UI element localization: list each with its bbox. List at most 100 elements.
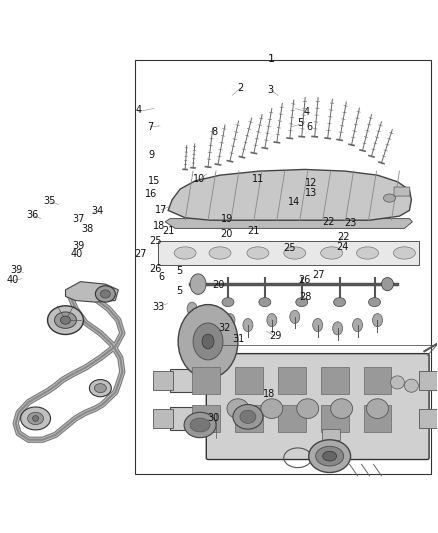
Text: 13: 13 bbox=[305, 188, 318, 198]
Text: 18: 18 bbox=[152, 221, 165, 231]
Ellipse shape bbox=[48, 306, 83, 335]
Ellipse shape bbox=[335, 500, 346, 507]
Bar bbox=[419, 372, 438, 390]
Text: 5: 5 bbox=[176, 266, 182, 276]
Text: 34: 34 bbox=[92, 206, 104, 216]
Ellipse shape bbox=[227, 399, 249, 418]
Text: 5: 5 bbox=[176, 286, 182, 295]
Text: 21: 21 bbox=[247, 225, 259, 236]
FancyBboxPatch shape bbox=[206, 353, 429, 459]
Polygon shape bbox=[208, 500, 397, 519]
Ellipse shape bbox=[334, 297, 346, 306]
Ellipse shape bbox=[247, 247, 269, 259]
Ellipse shape bbox=[60, 316, 71, 324]
Ellipse shape bbox=[309, 440, 350, 473]
Text: 20: 20 bbox=[212, 280, 224, 290]
Text: 26: 26 bbox=[149, 264, 162, 273]
Text: 7: 7 bbox=[147, 122, 153, 132]
Bar bbox=[419, 409, 438, 428]
FancyBboxPatch shape bbox=[394, 187, 410, 196]
Ellipse shape bbox=[219, 507, 231, 513]
Text: 31: 31 bbox=[233, 334, 245, 344]
Text: 27: 27 bbox=[134, 249, 147, 259]
Ellipse shape bbox=[190, 418, 210, 432]
Bar bbox=[192, 405, 220, 432]
Text: 6: 6 bbox=[158, 271, 164, 281]
Bar bbox=[135, 60, 431, 474]
Ellipse shape bbox=[248, 496, 260, 502]
Ellipse shape bbox=[331, 399, 353, 418]
Text: 22: 22 bbox=[322, 217, 334, 227]
Ellipse shape bbox=[393, 247, 415, 259]
Text: 15: 15 bbox=[148, 176, 161, 187]
Ellipse shape bbox=[316, 446, 343, 466]
Text: 2: 2 bbox=[237, 83, 243, 93]
Bar bbox=[235, 405, 263, 432]
Ellipse shape bbox=[95, 384, 106, 393]
Ellipse shape bbox=[248, 505, 260, 512]
Ellipse shape bbox=[335, 490, 346, 497]
Ellipse shape bbox=[100, 290, 110, 298]
Polygon shape bbox=[165, 219, 413, 229]
Ellipse shape bbox=[306, 492, 318, 499]
Ellipse shape bbox=[313, 319, 323, 332]
Ellipse shape bbox=[364, 489, 375, 496]
Text: 24: 24 bbox=[336, 242, 348, 252]
Text: 39: 39 bbox=[10, 265, 22, 275]
Text: 20: 20 bbox=[221, 229, 233, 239]
Ellipse shape bbox=[277, 494, 289, 500]
Text: 4: 4 bbox=[303, 107, 309, 117]
Text: 6: 6 bbox=[307, 122, 313, 132]
Ellipse shape bbox=[332, 322, 343, 335]
Text: 16: 16 bbox=[145, 189, 157, 199]
Text: 12: 12 bbox=[304, 177, 317, 188]
Ellipse shape bbox=[233, 405, 263, 429]
Ellipse shape bbox=[95, 286, 115, 302]
Ellipse shape bbox=[368, 297, 381, 306]
Ellipse shape bbox=[259, 297, 271, 306]
Ellipse shape bbox=[267, 313, 277, 327]
Text: 25: 25 bbox=[283, 243, 296, 253]
Ellipse shape bbox=[353, 319, 363, 332]
Text: 33: 33 bbox=[152, 302, 165, 312]
Text: 26: 26 bbox=[298, 276, 311, 286]
Polygon shape bbox=[208, 490, 397, 510]
Text: 28: 28 bbox=[299, 292, 311, 302]
Ellipse shape bbox=[209, 247, 231, 259]
Ellipse shape bbox=[184, 413, 216, 438]
Text: 22: 22 bbox=[337, 232, 350, 242]
Ellipse shape bbox=[384, 194, 396, 202]
Text: 4: 4 bbox=[135, 105, 141, 115]
Text: 27: 27 bbox=[312, 270, 325, 280]
Text: 39: 39 bbox=[72, 240, 85, 251]
Ellipse shape bbox=[205, 308, 215, 321]
Text: 30: 30 bbox=[208, 414, 220, 423]
Polygon shape bbox=[168, 169, 411, 220]
Text: 21: 21 bbox=[162, 225, 175, 236]
Text: 37: 37 bbox=[72, 214, 85, 224]
Ellipse shape bbox=[297, 399, 319, 418]
Text: 23: 23 bbox=[344, 218, 356, 228]
Text: 36: 36 bbox=[26, 210, 38, 220]
Ellipse shape bbox=[222, 297, 234, 306]
Ellipse shape bbox=[202, 334, 214, 349]
Ellipse shape bbox=[381, 278, 393, 290]
Ellipse shape bbox=[190, 274, 206, 294]
Ellipse shape bbox=[54, 312, 77, 328]
Bar bbox=[153, 372, 173, 390]
Bar bbox=[278, 367, 306, 394]
Text: 10: 10 bbox=[193, 174, 205, 184]
Bar bbox=[192, 367, 220, 394]
Bar bbox=[321, 367, 349, 394]
Bar bbox=[321, 405, 349, 432]
Text: 5: 5 bbox=[297, 118, 304, 128]
Text: 9: 9 bbox=[148, 150, 154, 160]
Bar bbox=[170, 407, 417, 430]
Ellipse shape bbox=[367, 399, 389, 418]
Text: 11: 11 bbox=[252, 174, 265, 184]
Text: 40: 40 bbox=[71, 249, 83, 259]
Text: 14: 14 bbox=[288, 197, 300, 207]
Ellipse shape bbox=[277, 504, 289, 510]
Bar bbox=[158, 241, 419, 265]
Text: 17: 17 bbox=[155, 205, 168, 215]
